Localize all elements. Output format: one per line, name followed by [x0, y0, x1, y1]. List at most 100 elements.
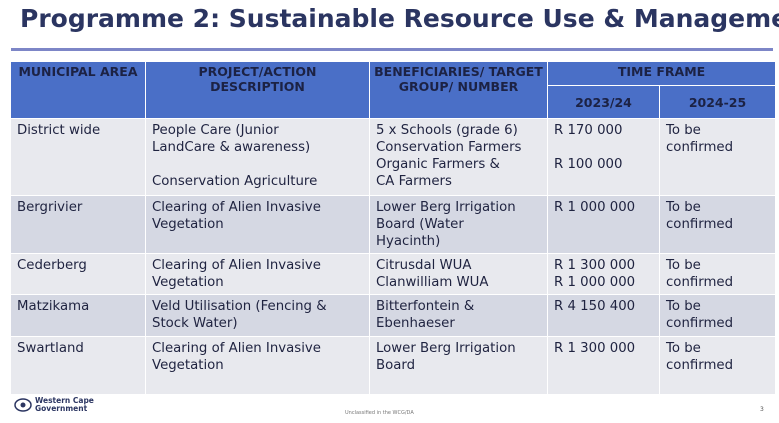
cell-line: Swartland: [17, 341, 84, 356]
table-row: Matzikama Veld Utilisation (Fencing & Stoc…: [10, 294, 777, 337]
cell-line: R 1 300 000: [554, 341, 636, 356]
table-cell: R 1 300 000 R 1 000 000: [547, 253, 660, 295]
column-header: TIME FRAME: [546, 61, 777, 86]
table-cell: Clearing of Alien Invasive Vegetation: [145, 253, 370, 295]
table-row: District wide People Care (Junior LandCare…: [10, 118, 777, 196]
cell-block: R 1 000 000: [554, 199, 653, 216]
cell-block: R 100 000: [554, 156, 653, 173]
table-cell: Cederberg: [10, 253, 146, 295]
title-rule: [11, 48, 773, 51]
table-row: Swartland Clearing of Alien Invasive Veget…: [10, 336, 777, 395]
cell-block: 5 x Schools (grade 6) Conservation Farmer…: [376, 122, 541, 190]
cell-line: Cederberg: [17, 258, 87, 273]
column-header: BENEFICIARIES/ TARGET GROUP/ NUMBER: [369, 61, 548, 119]
cell-line: Matzikama: [17, 299, 90, 314]
table-cell: R 170 000 R 100 000: [547, 118, 660, 196]
table-row: Cederberg Clearing of Alien Invasive Veget…: [10, 253, 777, 295]
table-cell: R 1 000 000: [547, 195, 660, 254]
title: Programme 2: Sustainable Resource Use & …: [20, 4, 779, 33]
cell-block: People Care (Junior LandCare & awareness): [152, 122, 363, 156]
page-number: 3: [760, 406, 764, 413]
cell-line: Lower Berg Irrigation: [376, 341, 516, 356]
cell-line: Bitterfontein &: [376, 299, 475, 314]
cell-block: To be confirmed: [666, 122, 769, 156]
column-header: MUNICIPAL AREA: [10, 61, 146, 119]
table-cell: R 1 300 000: [547, 336, 660, 395]
cell-line: Clearing of Alien Invasive: [152, 341, 321, 356]
cell-block: R 170 000: [554, 122, 653, 139]
column-header: PROJECT/ACTION DESCRIPTION: [145, 61, 370, 119]
cell-line: Board: [376, 358, 416, 373]
cell-block: Clearing of Alien Invasive Vegetation: [152, 340, 363, 374]
cell-block: Bergrivier: [17, 199, 139, 216]
cell-line: confirmed: [666, 140, 734, 155]
table-cell: 5 x Schools (grade 6) Conservation Farmer…: [369, 118, 548, 196]
table-cell: People Care (Junior LandCare & awareness)…: [145, 118, 370, 196]
table-cell: To be confirmed: [658, 336, 777, 395]
cell-line: Clearing of Alien Invasive: [152, 258, 321, 273]
cell-line: Conservation Farmers: [376, 140, 522, 155]
cell-block: Clearing of Alien Invasive Vegetation: [152, 257, 363, 291]
cell-block: To be confirmed: [666, 340, 769, 374]
table-cell: To be confirmed: [658, 118, 777, 196]
cell-block: Citrusdal WUA Clanwilliam WUA: [376, 257, 541, 291]
cell-line: Hyacinth): [376, 234, 441, 249]
cell-block: To be confirmed: [666, 199, 769, 233]
cell-line: R 1 000 000: [554, 275, 636, 290]
logo-text: Government: [35, 404, 88, 413]
table-cell: To be confirmed: [658, 195, 777, 254]
table-cell: Veld Utilisation (Fencing & Stock Water): [145, 294, 370, 337]
cell-block: Clearing of Alien Invasive Vegetation: [152, 199, 363, 233]
cell-block: Conservation Agriculture: [152, 173, 363, 190]
cell-block: To be confirmed: [666, 257, 769, 291]
table-cell: To be confirmed: [658, 253, 777, 295]
cell-line: R 170 000: [554, 123, 623, 138]
table: MUNICIPAL AREA PROJECT/ACTION DESCRIPTIO…: [10, 61, 777, 395]
period-header: 2023/24: [547, 85, 660, 119]
cell-line: Clanwilliam WUA: [376, 275, 489, 290]
table-cell: Bergrivier: [10, 195, 146, 254]
cell-line: To be: [666, 341, 701, 356]
cell-line: Clearing of Alien Invasive: [152, 200, 321, 215]
cell-line: Veld Utilisation (Fencing &: [152, 299, 327, 314]
period-header: 2024-25: [658, 85, 777, 119]
cell-line: To be: [666, 123, 701, 138]
table-cell: Clearing of Alien Invasive Vegetation: [145, 195, 370, 254]
cell-line: District wide: [17, 123, 101, 138]
cell-line: Vegetation: [152, 217, 224, 232]
cell-block: Veld Utilisation (Fencing & Stock Water): [152, 298, 363, 332]
logo: Western Cape Government: [14, 397, 94, 413]
cell-line: 5 x Schools (grade 6): [376, 123, 518, 138]
cell-line: R 1 000 000: [554, 200, 636, 215]
table-cell: Bitterfontein & Ebenhaeser: [369, 294, 548, 337]
cell-line: confirmed: [666, 316, 734, 331]
table-cell: Matzikama: [10, 294, 146, 337]
cell-line: To be: [666, 299, 701, 314]
table-cell: Clearing of Alien Invasive Vegetation: [145, 336, 370, 395]
cell-line: R 1 300 000: [554, 258, 636, 273]
cell-line: Vegetation: [152, 275, 224, 290]
cell-block: Bitterfontein & Ebenhaeser: [376, 298, 541, 332]
cell-line: Conservation Agriculture: [152, 174, 318, 189]
cell-line: Citrusdal WUA: [376, 258, 472, 273]
cell-line: Board (Water: [376, 217, 464, 232]
cell-block: Cederberg: [17, 257, 139, 274]
table-cell: Swartland: [10, 336, 146, 395]
table-row: Bergrivier Clearing of Alien Invasive Vege…: [10, 195, 777, 254]
table-cell: Lower Berg Irrigation Board (Water Hyacint…: [369, 195, 548, 254]
table-cell: District wide: [10, 118, 146, 196]
cell-line: Ebenhaeser: [376, 316, 455, 331]
cell-block: To be confirmed: [666, 298, 769, 332]
table-cell: R 4 150 400: [547, 294, 660, 337]
footer-note: Unclassified in the WCG/DA: [345, 410, 414, 416]
cell-line: confirmed: [666, 275, 734, 290]
cell-block: Matzikama: [17, 298, 139, 315]
cell-block: Swartland: [17, 340, 139, 357]
table-body: District wide People Care (Junior LandCare…: [10, 118, 777, 395]
cell-line: Lower Berg Irrigation: [376, 200, 516, 215]
cell-block: R 1 300 000: [554, 340, 653, 357]
cell-block: R 4 150 400: [554, 298, 653, 315]
logo-text: Western Cape: [35, 396, 94, 405]
cell-line: Bergrivier: [17, 200, 83, 215]
cell-line: Stock Water): [152, 316, 238, 331]
